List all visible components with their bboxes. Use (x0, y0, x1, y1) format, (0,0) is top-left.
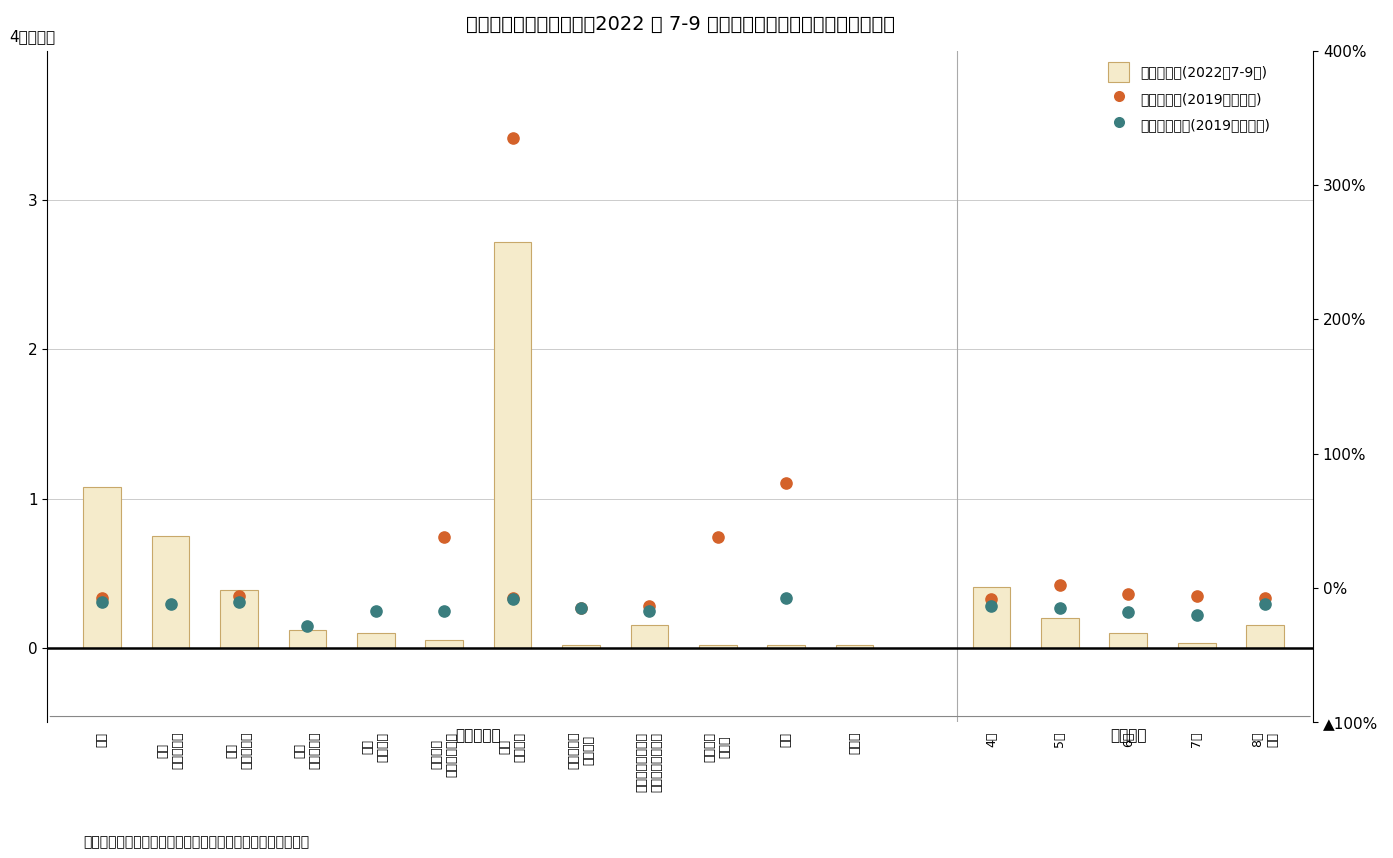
Point (775, 476, 797, 490)
Point (775, 590, 797, 604)
Bar (220, 589, 258, 648)
Bar (84, 486, 121, 648)
Point (159, 597, 181, 611)
Bar (152, 536, 189, 648)
Bar (631, 625, 669, 648)
Text: 宿泊数別: 宿泊数別 (1110, 728, 1146, 744)
Point (638, 604, 660, 618)
Point (1049, 601, 1071, 615)
Point (570, 601, 592, 615)
Point (501, 131, 524, 145)
Point (433, 530, 456, 544)
Point (1117, 606, 1139, 619)
Point (981, 592, 1003, 606)
Point (228, 595, 251, 608)
Point (1117, 587, 1139, 601)
Point (297, 619, 319, 632)
Point (91, 595, 113, 608)
Title: 図表３　旅行消費額　（2022 年 7-9 月、全国、移動手段別・宿泊数別）: 図表３ 旅行消費額 （2022 年 7-9 月、全国、移動手段別・宿泊数別） (465, 15, 894, 34)
Point (501, 590, 524, 604)
Point (433, 604, 456, 618)
Point (501, 592, 524, 606)
Point (981, 599, 1003, 613)
Bar (288, 630, 326, 648)
Text: 移動手段別: 移動手段別 (456, 728, 501, 744)
Text: 4（兆円）: 4（兆円） (10, 29, 56, 44)
Point (1185, 608, 1208, 622)
Bar (1247, 625, 1284, 648)
Text: （資料）　観光庁の公表データよりニッセイ基礎研究所作成: （資料） 観光庁の公表データよりニッセイ基礎研究所作成 (84, 836, 309, 849)
Point (1049, 578, 1071, 592)
Bar (563, 645, 600, 648)
Bar (1178, 644, 1216, 648)
Bar (357, 633, 394, 648)
Legend: 旅行消費額(2022年7-9月), 旅行消費額(2019年同期比), 延べ旅行者数(2019年同期比): 旅行消費額(2022年7-9月), 旅行消費額(2019年同期比), 延べ旅行者… (1105, 57, 1275, 139)
Point (1254, 590, 1276, 604)
Bar (768, 645, 805, 648)
Bar (1109, 633, 1146, 648)
Point (91, 590, 113, 604)
Point (365, 604, 387, 618)
Point (570, 601, 592, 615)
Bar (1041, 618, 1078, 648)
Point (228, 589, 251, 603)
Bar (836, 645, 873, 648)
Bar (699, 645, 737, 648)
Bar (425, 640, 462, 648)
Bar (493, 242, 531, 648)
Bar (972, 587, 1010, 648)
Point (1254, 597, 1276, 611)
Point (638, 599, 660, 613)
Point (706, 530, 729, 544)
Point (1185, 589, 1208, 603)
